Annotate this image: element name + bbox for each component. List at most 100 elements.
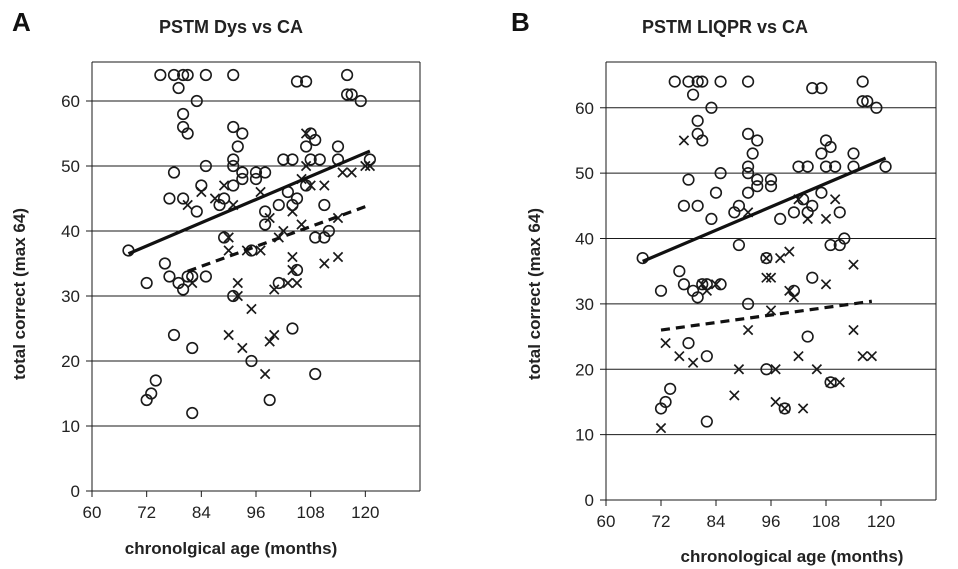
cross-stroke	[291, 277, 303, 289]
data-point-circle-a	[300, 75, 313, 88]
data-point-circle-b	[856, 75, 869, 88]
data-point-cross-b	[697, 279, 708, 290]
data-point-circle-a	[227, 153, 240, 166]
cross-stroke	[710, 279, 722, 290]
plot-layer: 0 10 20 30 40 50 60 60 72 84 96 108 120 0 10 20 30 40 50 60…	[61, 61, 937, 531]
x-tick-label-a: 108	[296, 503, 324, 522]
cross-stroke	[269, 284, 280, 295]
cross-stroke	[770, 364, 781, 375]
cross-stroke	[278, 225, 289, 237]
data-point-circle-a	[259, 218, 272, 231]
data-point-circle-a	[231, 140, 244, 153]
data-point-circle-a	[236, 166, 249, 179]
data-point-circle-a	[177, 107, 190, 121]
data-point-cross-b	[687, 357, 699, 368]
cross-stroke	[264, 212, 275, 224]
data-point-circle-a	[181, 127, 194, 140]
data-point-cross-a	[196, 186, 207, 198]
data-point-cross-a	[232, 277, 243, 289]
cross-stroke	[820, 279, 832, 290]
cross-stroke	[319, 258, 330, 269]
cross-stroke	[784, 285, 795, 297]
data-point-circle-b	[691, 114, 704, 127]
data-point-circle-b	[764, 173, 778, 186]
data-point-circle-b	[714, 75, 727, 88]
cross-stroke	[742, 324, 754, 336]
data-point-circle-b	[741, 127, 755, 141]
cross-stroke	[209, 193, 221, 204]
data-point-circle-b	[714, 167, 727, 180]
data-point-circle-b	[870, 101, 883, 114]
data-point-circle-a	[158, 257, 171, 270]
cross-stroke	[287, 206, 298, 217]
data-point-circle-a	[286, 153, 299, 166]
cross-stroke	[761, 272, 772, 283]
data-point-circle-b	[746, 147, 759, 160]
data-point-circle-a	[218, 192, 231, 205]
data-point-cross-b	[866, 350, 878, 362]
data-point-circle-b	[774, 212, 787, 225]
data-point-cross-a	[282, 277, 294, 289]
data-point-cross-a	[319, 180, 330, 191]
data-point-circle-a	[277, 153, 290, 166]
data-point-cross-b	[820, 213, 832, 225]
data-point-circle-b	[668, 75, 681, 88]
cross-stroke	[259, 368, 271, 380]
data-point-circle-a	[190, 205, 203, 218]
data-point-circle-a	[309, 231, 322, 244]
y-tick-label-a: 60	[61, 92, 80, 111]
data-point-circle-b	[824, 238, 837, 252]
cross-stroke	[793, 194, 804, 205]
data-point-circle-b	[833, 206, 846, 219]
cross-stroke	[196, 186, 207, 198]
cross-stroke	[269, 329, 280, 341]
cross-stroke	[187, 277, 198, 289]
data-point-cross-a	[360, 160, 371, 172]
data-point-cross-a	[300, 128, 312, 139]
data-point-circle-b	[751, 134, 764, 147]
x-tick-label-b: 60	[597, 512, 616, 531]
cross-stroke	[866, 350, 878, 362]
y-tick-label-a: 20	[61, 352, 80, 371]
data-point-cross-b	[788, 292, 800, 303]
data-point-circle-a	[236, 172, 249, 186]
data-point-circle-a	[140, 276, 153, 290]
cross-stroke	[287, 251, 298, 263]
data-point-circle-a	[177, 68, 190, 82]
cross-stroke	[655, 422, 667, 434]
data-point-circle-b	[806, 82, 819, 95]
data-point-circle-a	[304, 153, 317, 166]
data-point-circle-a	[167, 166, 181, 179]
cross-stroke	[761, 252, 772, 264]
data-point-cross-a	[264, 212, 275, 224]
data-point-cross-b	[784, 285, 795, 297]
trendline-solid-b	[642, 156, 887, 263]
x-axis-label-a: chronolgical age (months)	[125, 539, 338, 558]
data-point-cross-b	[660, 337, 671, 349]
cross-stroke	[834, 377, 845, 388]
data-point-circle-b	[682, 337, 695, 350]
plot-area-a: 0 10 20 30 40 50 60 60 72 84 96 108 120	[61, 61, 421, 522]
data-point-cross-a	[287, 251, 298, 263]
x-tick-label-b: 96	[762, 512, 781, 531]
data-point-cross-b	[834, 377, 845, 388]
data-point-circle-a	[199, 270, 212, 283]
cross-stroke	[232, 277, 243, 289]
cross-stroke	[802, 213, 813, 225]
data-point-cross-b	[765, 305, 777, 316]
data-point-circle-b	[705, 212, 718, 225]
cross-stroke	[255, 245, 266, 256]
y-axis-label-a: total correct (max 64)	[10, 208, 29, 380]
y-tick-label-b: 10	[575, 426, 594, 445]
data-point-cross-b	[779, 403, 790, 414]
cross-stroke	[319, 180, 330, 191]
cross-stroke	[660, 337, 671, 349]
data-point-cross-b	[742, 324, 754, 336]
cross-stroke	[857, 350, 868, 362]
cross-stroke	[218, 180, 230, 191]
data-point-circle-b	[700, 415, 713, 428]
data-point-circle-b	[677, 278, 691, 291]
y-tick-label-b: 30	[575, 295, 594, 314]
data-point-cross-b	[655, 422, 667, 434]
